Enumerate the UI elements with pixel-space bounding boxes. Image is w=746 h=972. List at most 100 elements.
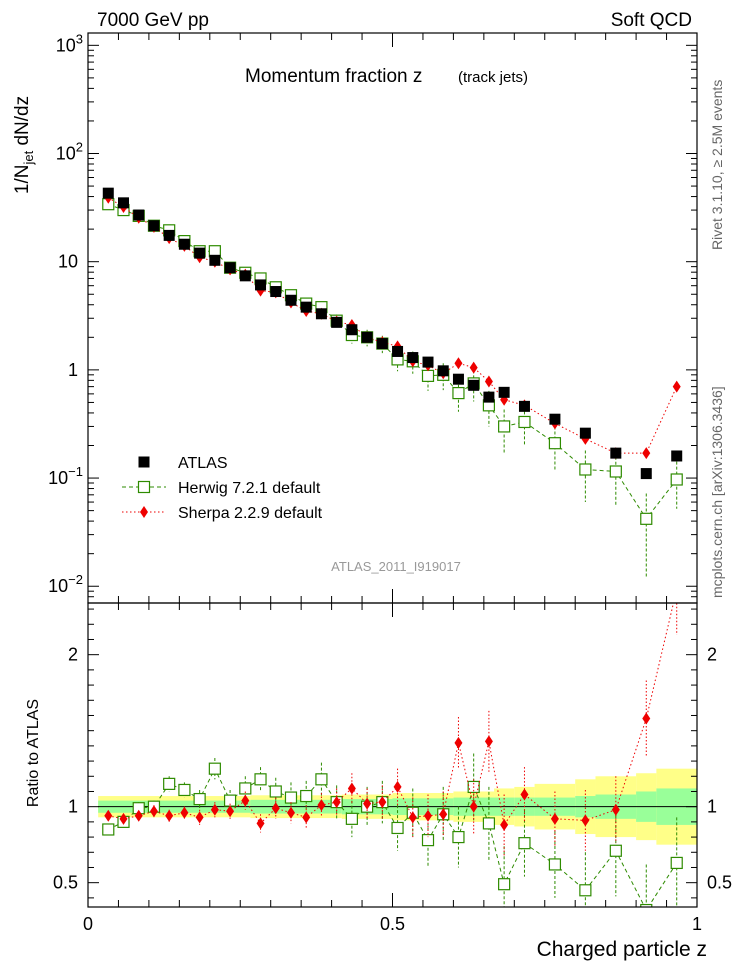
main-sherpa-point <box>642 447 651 460</box>
main-atlas-point <box>640 468 652 480</box>
main-herwig-point <box>548 437 562 450</box>
ratio-herwig-point <box>254 773 267 786</box>
ratio-sherpa-point <box>439 808 448 821</box>
main-atlas-point <box>315 308 327 320</box>
ratio-herwig-point <box>482 817 496 830</box>
ratio-sherpa-point <box>673 583 681 595</box>
ratio-herwig-point <box>102 823 115 836</box>
ratio-herwig-point <box>498 878 511 891</box>
main-atlas-point <box>407 352 419 364</box>
ratio-sherpa-point <box>271 802 280 815</box>
legend-sherpa-marker <box>140 506 148 518</box>
ratio-sherpa-point <box>165 809 174 822</box>
main-herwig-point <box>609 465 622 478</box>
ratio-herwig-point <box>579 884 592 897</box>
ratio-herwig-point <box>640 903 653 907</box>
main-herwig-point <box>452 386 465 400</box>
main-atlas-point <box>285 294 297 306</box>
main-sherpa-line <box>108 197 678 454</box>
ratio-sherpa-point <box>454 736 463 749</box>
main-atlas-point <box>148 220 160 232</box>
ratio-y-tick-label-right: 0.5 <box>707 873 732 893</box>
ratio-y-tick-label-left: 2 <box>68 645 78 665</box>
ratio-herwig-point <box>284 791 298 804</box>
x-tick-label: 0.5 <box>380 914 405 934</box>
mcplots-label: mcplots.cern.ch [arXiv:1306.3436] <box>709 386 725 598</box>
ratio-herwig-point <box>269 785 282 798</box>
main-atlas-point <box>102 187 114 199</box>
ratio-sherpa-point <box>581 814 590 827</box>
legend-sherpa-label: Sherpa 2.2.9 default <box>178 505 323 522</box>
main-atlas-point <box>610 447 622 459</box>
ratio-sherpa-point <box>332 796 341 809</box>
main-herwig-point <box>518 415 531 429</box>
ratio-herwig-point <box>193 792 206 806</box>
main-atlas-point <box>209 254 221 266</box>
header-right-label: Soft QCD <box>611 10 692 31</box>
ratio-sherpa-point <box>347 782 356 795</box>
ratio-sherpa-point <box>469 800 478 813</box>
ratio-herwig-point <box>421 834 435 847</box>
ratio-sherpa-point <box>424 809 433 822</box>
main-atlas-point <box>498 386 510 398</box>
main-atlas-point <box>239 270 251 282</box>
ratio-herwig-point <box>239 782 252 795</box>
ratio-sherpa-point <box>302 811 311 824</box>
main-atlas-point <box>118 197 130 209</box>
ratio-sherpa-point <box>611 803 620 816</box>
main-y-tick-label: 102 <box>56 140 83 164</box>
ratio-plot-area <box>98 583 697 907</box>
ratio-sherpa-point <box>393 780 402 793</box>
main-atlas-point <box>361 331 373 343</box>
rivet-label: Rivet 3.1.10, ≥ 2.5M events <box>709 80 725 250</box>
main-atlas-point <box>346 324 358 336</box>
main-y-axis-label: 1/Njet dN/dz <box>12 96 36 194</box>
ratio-frame <box>87 602 698 908</box>
main-sherpa-point <box>469 361 478 374</box>
main-atlas-point <box>518 400 530 412</box>
main-atlas-point <box>300 301 312 313</box>
ratio-herwig-point <box>300 789 313 803</box>
ratio-herwig-point <box>518 837 531 850</box>
ratio-sherpa-point <box>317 799 326 812</box>
main-plot-area <box>102 187 683 578</box>
ratio-y-tick-label-right: 1 <box>707 797 717 817</box>
ratio-sherpa-point <box>256 817 265 830</box>
ratio-y-axis-label: Ratio to ATLAS <box>25 699 42 807</box>
main-atlas-point <box>468 379 480 391</box>
main-herwig-point <box>498 420 511 433</box>
legend-herwig-marker <box>137 480 151 494</box>
ratio-sherpa-point <box>195 811 204 824</box>
main-atlas-point <box>422 356 434 368</box>
ratio-herwig-point <box>163 777 176 790</box>
ratio-y-tick-label-left: 1 <box>68 797 78 817</box>
main-y-tick-label: 10−2 <box>48 572 83 596</box>
main-atlas-point <box>549 413 561 425</box>
ratio-sherpa-point <box>363 797 372 810</box>
main-atlas-point <box>579 427 591 439</box>
ratio-sherpa-point <box>119 812 128 825</box>
main-herwig-point <box>579 463 592 476</box>
main-herwig-point <box>670 473 683 486</box>
main-atlas-point <box>452 373 464 385</box>
main-atlas-point <box>392 345 404 357</box>
ratio-sherpa-point <box>378 796 387 809</box>
plot-subtitle: (track jets) <box>458 69 528 86</box>
ratio-y-tick-label-left: 0.5 <box>53 873 78 893</box>
main-atlas-point <box>224 262 236 274</box>
legend-atlas-label: ATLAS <box>178 455 228 472</box>
main-sherpa-point <box>672 380 681 393</box>
main-atlas-point <box>255 279 267 291</box>
legend-atlas-marker <box>138 456 150 468</box>
main-y-tick-label: 103 <box>56 31 83 55</box>
main-atlas-point <box>376 338 388 350</box>
main-atlas-point <box>133 209 145 221</box>
main-atlas-point <box>270 286 282 298</box>
main-y-tick-label: 1 <box>68 360 78 380</box>
ratio-sherpa-point <box>500 818 509 831</box>
plot-title: Momentum fraction z <box>245 66 422 87</box>
x-tick-label: 0 <box>83 914 93 934</box>
main-y-tick-label: 10−1 <box>48 464 83 488</box>
legend: ATLAS Herwig 7.2.1 default Sherpa 2.2.9 de… <box>122 455 323 522</box>
